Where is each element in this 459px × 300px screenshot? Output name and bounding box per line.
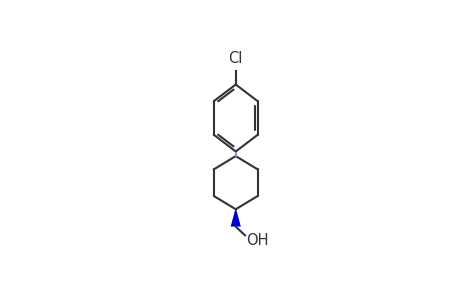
- Text: OH: OH: [246, 233, 268, 248]
- Polygon shape: [230, 209, 241, 226]
- Text: Cl: Cl: [228, 51, 242, 66]
